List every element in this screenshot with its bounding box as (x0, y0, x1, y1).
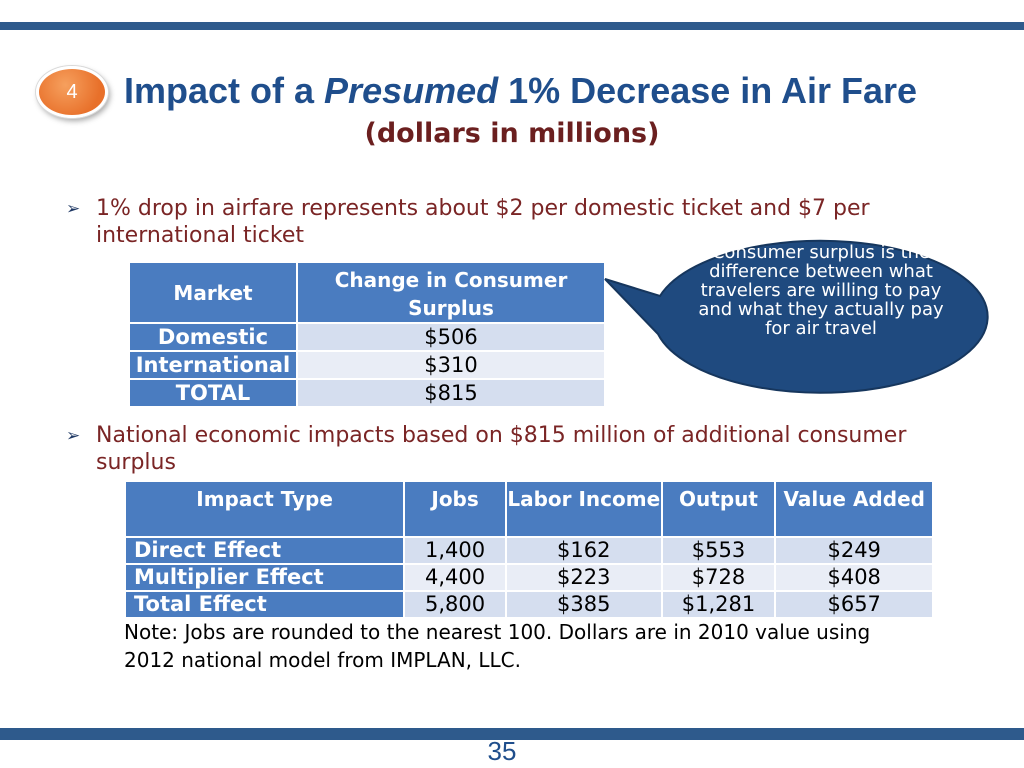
table-cell: $815 (298, 380, 604, 406)
economic-impact-table: Impact Type Jobs Labor Income Output Val… (124, 480, 934, 619)
row-label: Total Effect (126, 592, 404, 617)
table-cell: $162 (506, 538, 661, 563)
table-cell: $223 (506, 565, 661, 590)
table-row: Total Effect 5,800 $385 $1,281 $657 (126, 592, 932, 617)
page-number: 35 (487, 736, 517, 766)
speech-callout-shape (604, 239, 989, 394)
slide-number-badge: 4 (36, 66, 108, 118)
row-label: Domestic (130, 324, 296, 350)
table-cell: $385 (506, 592, 661, 617)
row-label: International (130, 352, 296, 378)
table-cell: 5,800 (405, 592, 505, 617)
title-italic: Presumed (324, 70, 499, 111)
top-accent-bar (0, 22, 1024, 30)
table-row: Domestic $506 (130, 324, 604, 350)
bullet-item: ➢ National economic impacts based on $81… (66, 422, 986, 476)
table-header-row: Impact Type Jobs Labor Income Output Val… (126, 482, 932, 536)
title-part-1: Impact of a (124, 70, 325, 111)
column-header-value-added: Value Added (776, 482, 932, 536)
arrow-bullet-icon: ➢ (66, 426, 81, 446)
table-cell: 1,400 (405, 538, 505, 563)
callout-text: Consumer surplus is the difference betwe… (698, 242, 944, 339)
table-cell: $310 (298, 352, 604, 378)
column-header-output: Output (662, 482, 775, 536)
footnote: Note: Jobs are rounded to the nearest 10… (124, 620, 871, 672)
table-cell: $408 (776, 565, 932, 590)
arrow-bullet-icon: ➢ (66, 199, 81, 219)
table-cell: $657 (776, 592, 932, 617)
table-cell: $728 (662, 565, 775, 590)
table-cell: $553 (662, 538, 775, 563)
table-cell: 4,400 (405, 565, 505, 590)
bullet-text: 1% drop in airfare represents about $2 p… (96, 196, 870, 248)
table-header-row: Market Change in Consumer Surplus (130, 263, 604, 322)
row-label: TOTAL (130, 380, 296, 406)
row-label: Multiplier Effect (126, 565, 404, 590)
bottom-accent-bar (0, 728, 1024, 740)
row-label: Direct Effect (126, 538, 404, 563)
slide-title: Impact of a Presumed 1% Decrease in Air … (124, 70, 1004, 112)
column-header-change: Change in Consumer Surplus (298, 263, 604, 322)
bullet-item: ➢ 1% drop in airfare represents about $2… (66, 195, 986, 249)
badge-number: 4 (66, 80, 78, 103)
table-row: International $310 (130, 352, 604, 378)
table-row: TOTAL $815 (130, 380, 604, 406)
column-header-labor-income: Labor Income (506, 482, 661, 536)
table-cell: $1,281 (662, 592, 775, 617)
slide-subtitle: (dollars in millions) (364, 118, 660, 149)
consumer-surplus-table: Market Change in Consumer Surplus Domest… (128, 261, 606, 408)
table-row: Multiplier Effect 4,400 $223 $728 $408 (126, 565, 932, 590)
column-header-impact-type: Impact Type (126, 482, 404, 536)
table-cell: $506 (298, 324, 604, 350)
column-header-market: Market (130, 263, 296, 322)
bullet-text: National economic impacts based on $815 … (96, 423, 907, 475)
title-part-2: 1% Decrease in Air Fare (498, 70, 918, 111)
column-header-jobs: Jobs (405, 482, 505, 536)
table-row: Direct Effect 1,400 $162 $553 $249 (126, 538, 932, 563)
table-cell: $249 (776, 538, 932, 563)
